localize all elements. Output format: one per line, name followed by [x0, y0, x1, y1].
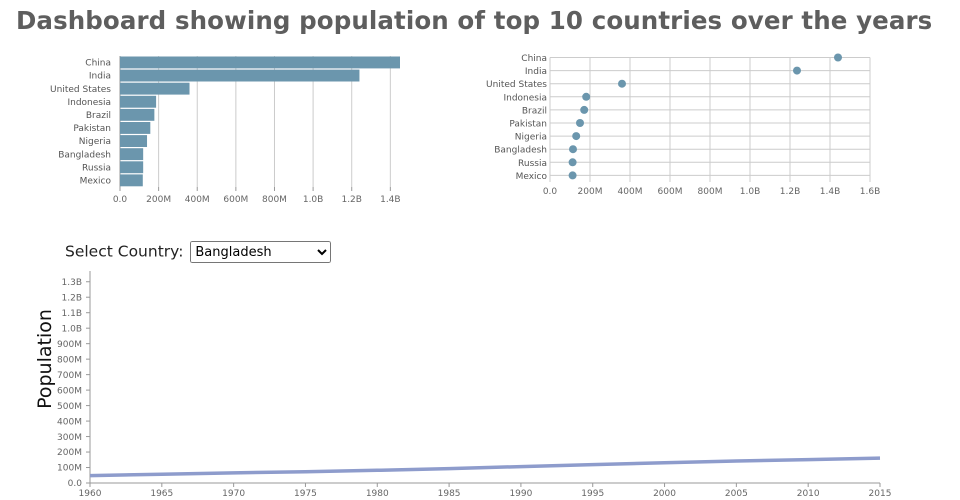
bar-russia — [120, 161, 144, 174]
bar-indonesia — [120, 95, 157, 108]
dot-x-tick-label: 1.0B — [740, 187, 761, 197]
line-y-tick-label: 1.0B — [62, 324, 83, 334]
dot-category-label: Russia — [518, 159, 547, 169]
bar-category-label: China — [85, 59, 111, 69]
line-y-tick-label: 1.3B — [62, 278, 83, 288]
top-countries-dot-chart: 0.0 200M 400M 600M 800M 1.0B 1.2B 1.4B 1.6B China… — [486, 53, 881, 197]
line-x-tick-label: 1965 — [150, 489, 173, 499]
dot-x-tick-label: 1.4B — [820, 187, 841, 197]
bar-category-label: India — [89, 72, 111, 82]
bar-category-label: Brazil — [86, 111, 111, 121]
dot-category-label: Mexico — [516, 172, 548, 182]
dot-x-tick-label: 1.6B — [860, 187, 881, 197]
dot-category-label: United States — [486, 80, 547, 90]
line-x-tick-label: 1990 — [509, 489, 532, 499]
bar-nigeria — [120, 135, 148, 147]
bar-x-tick-label: 400M — [185, 195, 210, 205]
line-y-tick-label: 300M — [57, 433, 82, 443]
population-line-chart: 0.0 100M 200M 300M 400M 500M 600M 700M 800M 900M 1… — [34, 271, 892, 500]
dot-category-label: India — [525, 67, 547, 77]
line-x-tick-label: 2010 — [797, 489, 820, 499]
dot-category-label: Nigeria — [515, 133, 547, 143]
dot-x-tick-label: 400M — [618, 187, 643, 197]
bar-category-label: Mexico — [80, 176, 112, 186]
line-x-tick-label: 2000 — [653, 489, 676, 499]
dot-category-label: Brazil — [522, 106, 547, 116]
top-countries-bar-chart: 0.0 200M 400M 600M 800M 1.0B 1.2B 1.4B China Indi… — [50, 56, 401, 205]
dot-pakistan — [576, 119, 584, 127]
dot-x-tick-label: 1.2B — [780, 187, 801, 197]
bar-x-tick-label: 0.0 — [113, 195, 128, 205]
dot-nigeria — [572, 132, 581, 141]
bar-category-label: Bangladesh — [58, 150, 111, 160]
dot-x-tick-label: 600M — [658, 187, 683, 197]
line-y-axis-title: Population — [34, 309, 56, 409]
line-x-tick-label: 1960 — [79, 489, 102, 499]
bar-india — [120, 69, 360, 82]
dot-x-tick-label: 800M — [698, 187, 723, 197]
bar-category-label: United States — [50, 85, 111, 95]
line-y-tick-label: 800M — [57, 355, 82, 365]
dot-united-states — [618, 79, 626, 88]
dot-indonesia — [582, 92, 591, 101]
bar-category-label: Indonesia — [67, 98, 111, 108]
bar-x-tick-label: 600M — [223, 195, 248, 205]
bar-bangladesh — [120, 148, 144, 161]
bar-category-label: Nigeria — [79, 137, 111, 147]
dot-russia — [568, 158, 577, 167]
bar-brazil — [120, 108, 155, 121]
line-x-tick-label: 1995 — [581, 489, 604, 499]
line-y-tick-label: 0.0 — [68, 479, 83, 489]
dot-category-label: China — [521, 54, 547, 64]
bar-x-tick-label: 800M — [262, 195, 287, 205]
bar-x-tick-label: 1.0B — [303, 195, 324, 205]
line-x-tick-label: 2005 — [725, 489, 748, 499]
line-y-tick-label: 900M — [57, 340, 82, 350]
line-x-tick-label: 1980 — [366, 489, 389, 499]
dot-bangladesh — [569, 145, 577, 154]
line-y-tick-label: 100M — [57, 464, 82, 474]
bar-x-tick-label: 200M — [146, 195, 171, 205]
dot-china — [834, 53, 842, 62]
dot-category-label: Bangladesh — [494, 146, 547, 156]
dot-mexico — [568, 171, 577, 180]
line-x-tick-label: 1985 — [438, 489, 461, 499]
line-y-tick-label: 200M — [57, 448, 82, 458]
line-y-tick-label: 700M — [57, 371, 82, 381]
line-x-axis-title: Year — [453, 498, 494, 500]
dot-brazil — [580, 105, 589, 114]
line-y-tick-label: 500M — [57, 402, 82, 412]
bar-x-tick-label: 1.4B — [380, 195, 401, 205]
line-y-tick-label: 1.1B — [62, 309, 83, 319]
bar-x-axis: 0.0 200M 400M 600M 800M 1.0B 1.2B 1.4B — [113, 56, 401, 205]
bar-x-tick-label: 1.2B — [341, 195, 362, 205]
dot-india — [793, 66, 801, 75]
dot-x-tick-label: 0.0 — [543, 187, 558, 197]
dot-category-label: Indonesia — [503, 93, 547, 103]
bar-category-label: Pakistan — [73, 124, 111, 134]
line-x-tick-label: 1975 — [294, 489, 317, 499]
population-series-line — [89, 456, 881, 478]
bar-china — [120, 56, 400, 69]
bar-category-label: Russia — [82, 163, 111, 173]
line-y-tick-label: 600M — [57, 386, 82, 396]
dot-category-label: Pakistan — [509, 120, 547, 130]
bar-united-states — [120, 82, 190, 95]
page-title: Dashboard showing population of top 10 c… — [16, 6, 933, 35]
dot-x-tick-label: 200M — [578, 187, 603, 197]
line-y-tick-label: 400M — [57, 417, 82, 427]
bar-pakistan — [120, 122, 151, 134]
line-y-tick-label: 1.2B — [62, 293, 83, 303]
country-selector-label: Select Country: — [65, 242, 184, 261]
line-x-tick-label: 1970 — [222, 489, 245, 499]
line-x-tick-label: 2015 — [869, 489, 892, 499]
bar-mexico — [120, 174, 143, 187]
